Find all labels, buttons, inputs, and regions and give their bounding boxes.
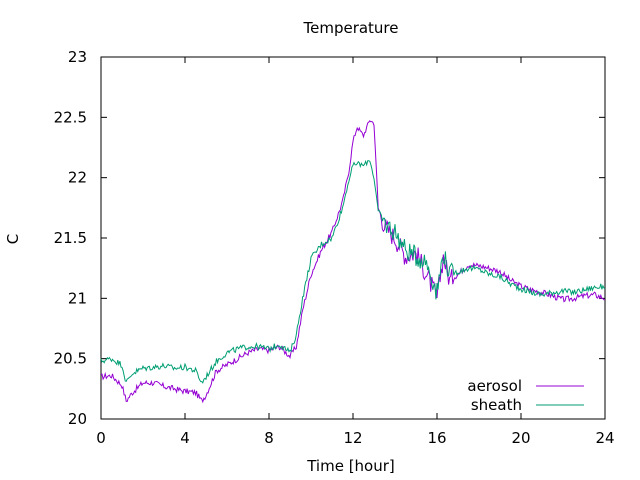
y-axis-label: C xyxy=(4,234,22,244)
x-tick-label: 0 xyxy=(96,429,106,447)
x-tick-label: 16 xyxy=(427,429,446,447)
series-line-aerosol xyxy=(100,120,605,404)
y-tick-label: 21 xyxy=(68,289,87,307)
y-tick-label: 20 xyxy=(68,410,87,428)
x-axis-label: Time [hour] xyxy=(306,457,395,475)
x-tick-label: 20 xyxy=(511,429,530,447)
y-tick-label: 21.5 xyxy=(54,229,87,247)
y-tick-label: 23 xyxy=(68,48,87,66)
plot-frame xyxy=(100,56,606,420)
legend-label-aerosol: aerosol xyxy=(467,377,522,395)
series-layer xyxy=(100,120,606,404)
series-line-sheath xyxy=(100,159,606,384)
x-tick-label: 8 xyxy=(264,429,274,447)
x-tick-label: 12 xyxy=(343,429,362,447)
y-tick-label: 22.5 xyxy=(54,108,87,126)
x-tick-label: 4 xyxy=(180,429,190,447)
y-tick-label: 22 xyxy=(68,169,87,187)
legend-label-sheath: sheath xyxy=(471,396,522,414)
axis-ticks: 0 4 8 12 16 20 24 20 20.5 21 21.5 22 22.5 23 xyxy=(54,48,615,447)
chart-title: Temperature xyxy=(302,19,398,37)
x-tick-label: 24 xyxy=(595,429,614,447)
y-tick-label: 20.5 xyxy=(54,350,87,368)
